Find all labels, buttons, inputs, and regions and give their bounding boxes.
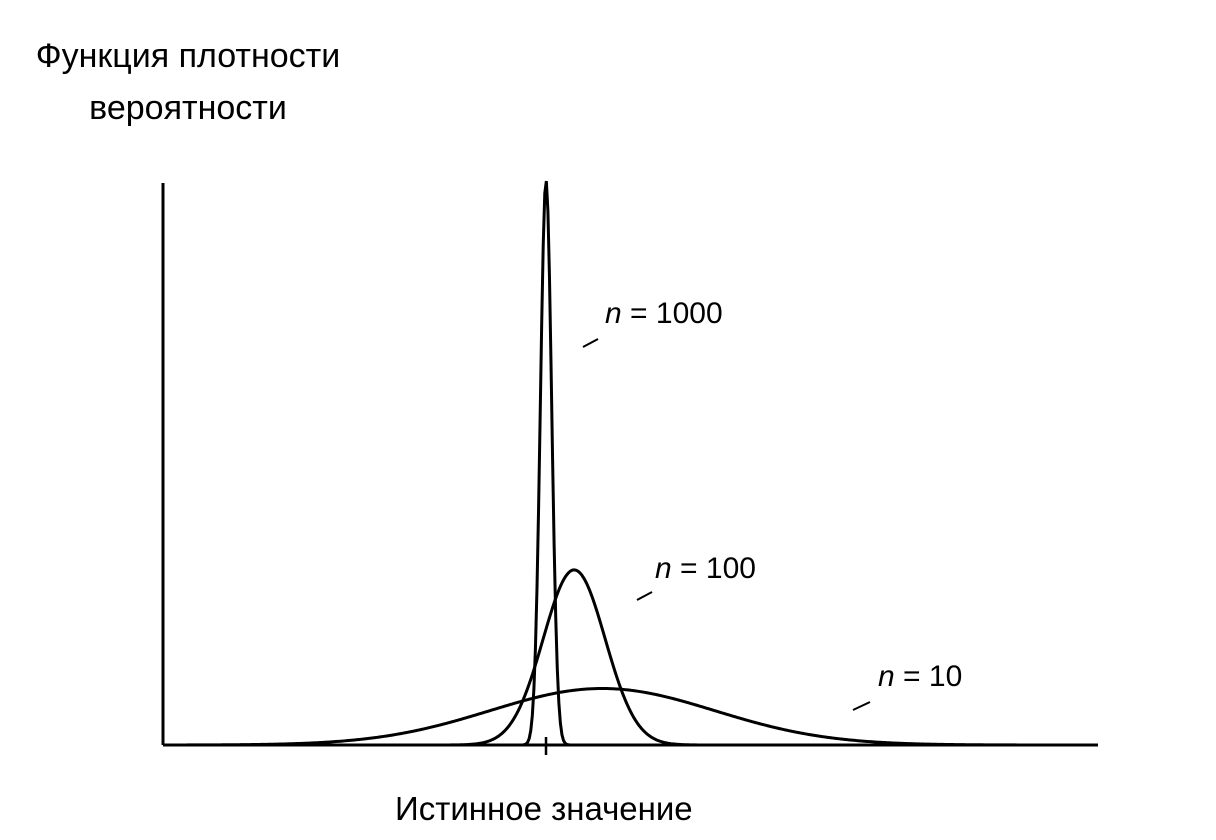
series-label-n-1000: n = 1000 (605, 297, 723, 330)
series-labels-group: n = 1000 n = 100 n = 10 (582, 297, 962, 711)
curve-n-10 (163, 687, 1098, 747)
x-axis-label: Истинное значение (395, 790, 693, 827)
curve-n-100 (163, 568, 1098, 747)
y-axis-label: Функция плотности вероятности (35, 37, 341, 127)
series-label-n-10: n = 10 (878, 660, 962, 693)
curves-group (163, 180, 1098, 747)
leader-n-1000 (582, 338, 599, 348)
leader-n-100 (636, 591, 653, 601)
series-label-n-100: n = 100 (655, 552, 756, 585)
leader-n-10 (852, 701, 871, 711)
